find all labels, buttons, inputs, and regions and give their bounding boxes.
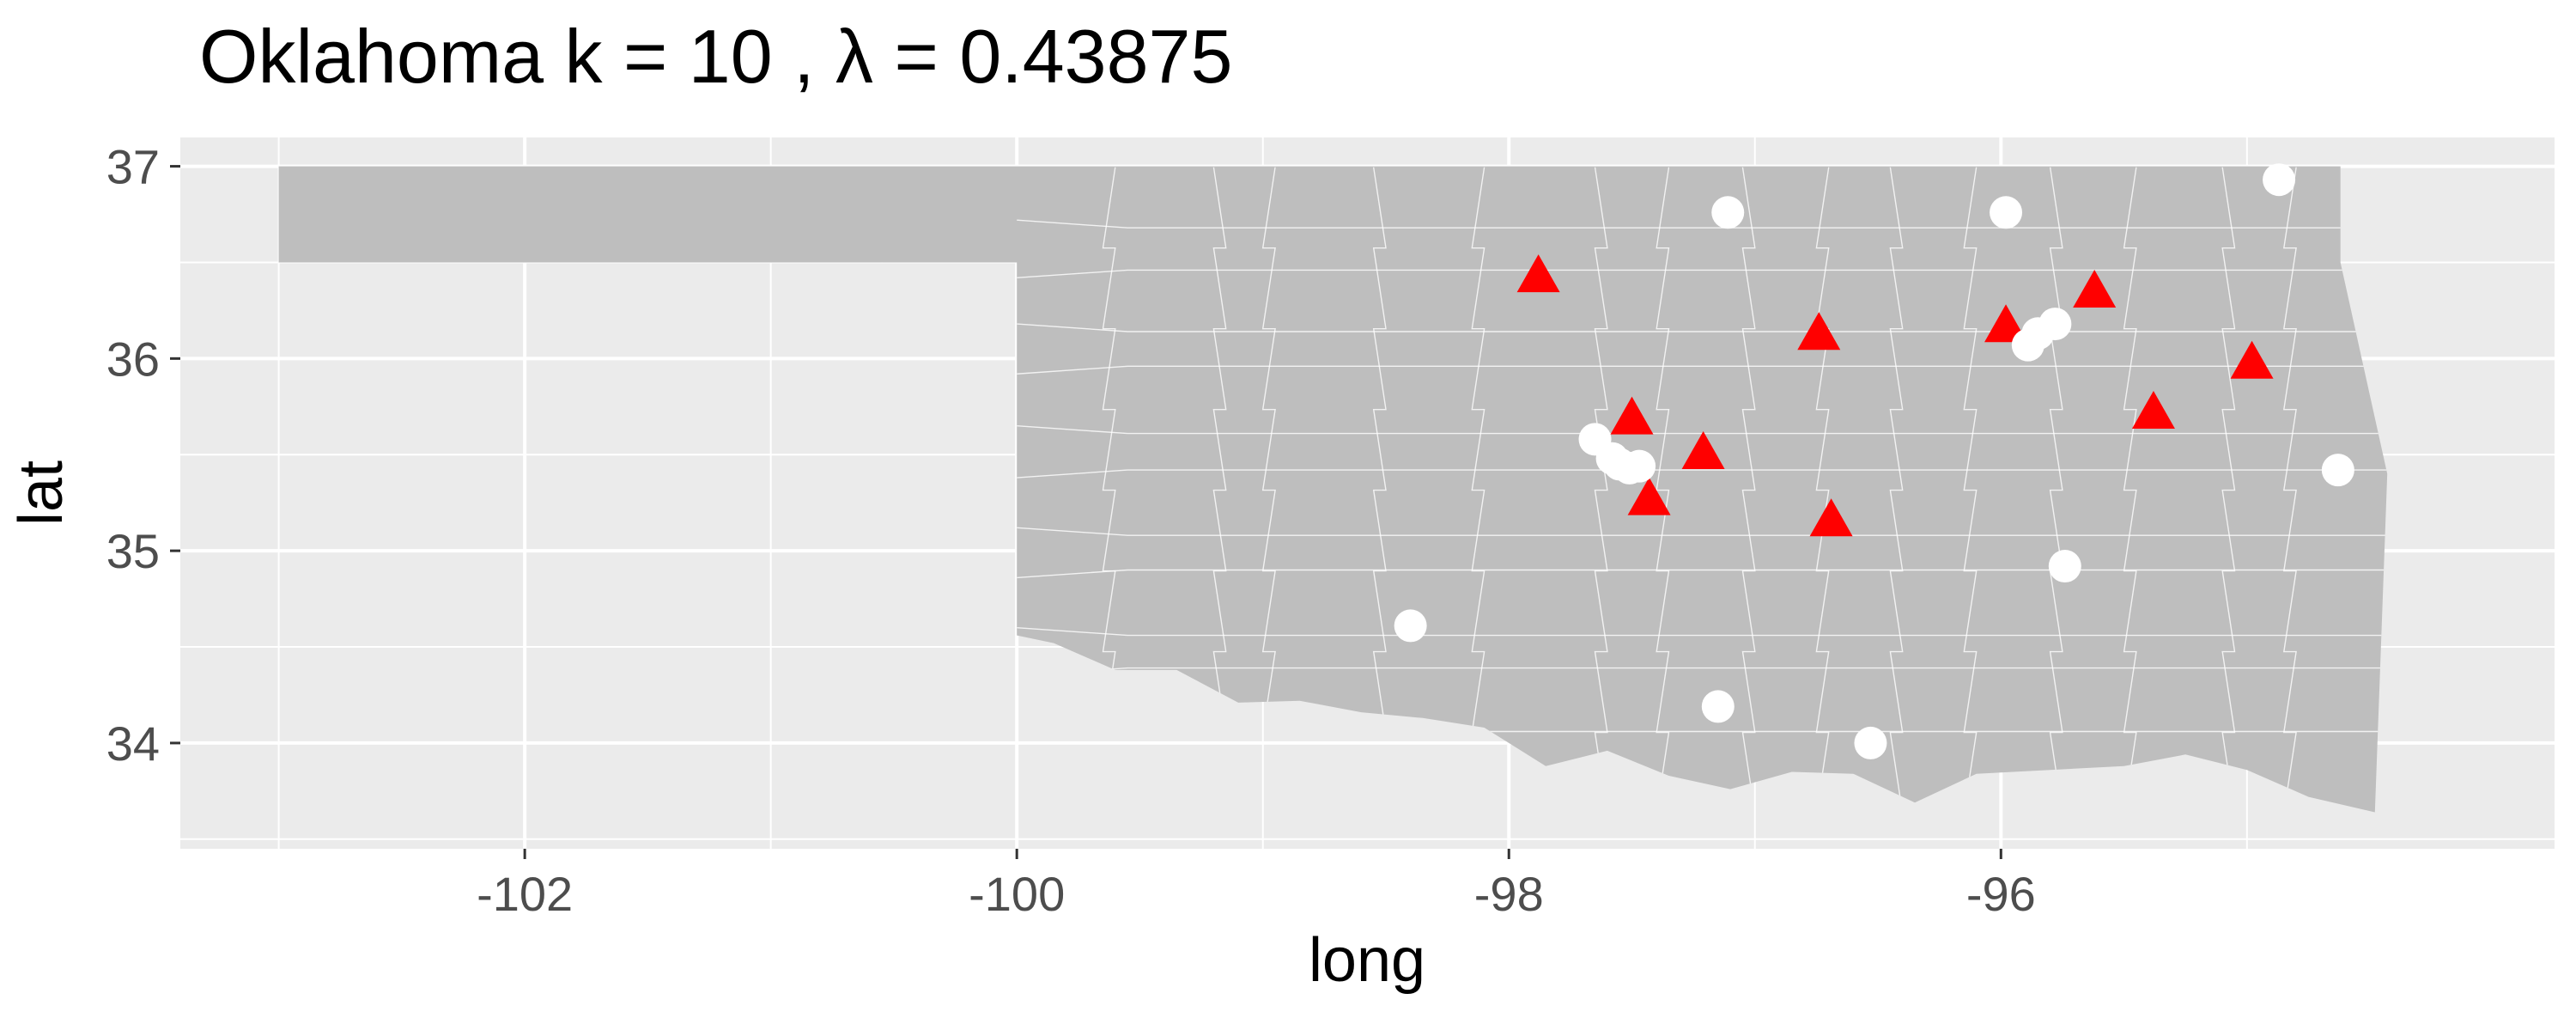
triangle-marker-5 (2131, 390, 2175, 429)
x-tick-label: -98 (1474, 867, 1544, 921)
site-markers (1394, 163, 2354, 759)
oklahoma-outline (278, 166, 2388, 813)
triangle-marker-4 (2230, 340, 2274, 379)
triangle-marker-7 (1681, 430, 1725, 469)
triangle-marker-0 (1516, 254, 1560, 293)
circle-marker-5 (2011, 328, 2044, 362)
y-axis-title: lat (7, 460, 76, 526)
circle-marker-15 (1854, 726, 1887, 759)
y-tick-label: 34 (106, 716, 160, 771)
circle-marker-10 (1623, 449, 1656, 483)
x-tick-label: -96 (1966, 867, 2036, 921)
oklahoma-state-area (278, 166, 2388, 813)
y-tick-label: 37 (106, 140, 160, 194)
circle-marker-11 (2321, 454, 2354, 487)
circle-marker-0 (1711, 196, 1745, 229)
y-tick-label: 36 (106, 332, 160, 386)
circle-marker-13 (1394, 609, 1427, 643)
circle-marker-14 (1701, 690, 1735, 723)
x-tick-label: -102 (477, 867, 573, 921)
triangle-marker-9 (1809, 498, 1853, 537)
circle-marker-12 (2048, 550, 2081, 583)
x-tick-label: -100 (969, 867, 1065, 921)
circle-marker-2 (2263, 163, 2296, 197)
chart-title: Oklahoma k = 10 , λ = 0.43875 (199, 14, 1232, 99)
triangle-marker-6 (1610, 396, 1654, 435)
triangle-marker-3 (2073, 269, 2117, 308)
triangle-marker-8 (1627, 477, 1671, 515)
axes: -102 -100 -98 -96 34 35 36 37 (106, 140, 2036, 921)
y-tick-label: 35 (106, 524, 160, 578)
x-axis-title: long (1309, 926, 1425, 995)
triangle-marker-1 (1797, 312, 1841, 351)
circle-marker-1 (1990, 196, 2023, 229)
triangle-marker-2 (1984, 304, 2028, 343)
